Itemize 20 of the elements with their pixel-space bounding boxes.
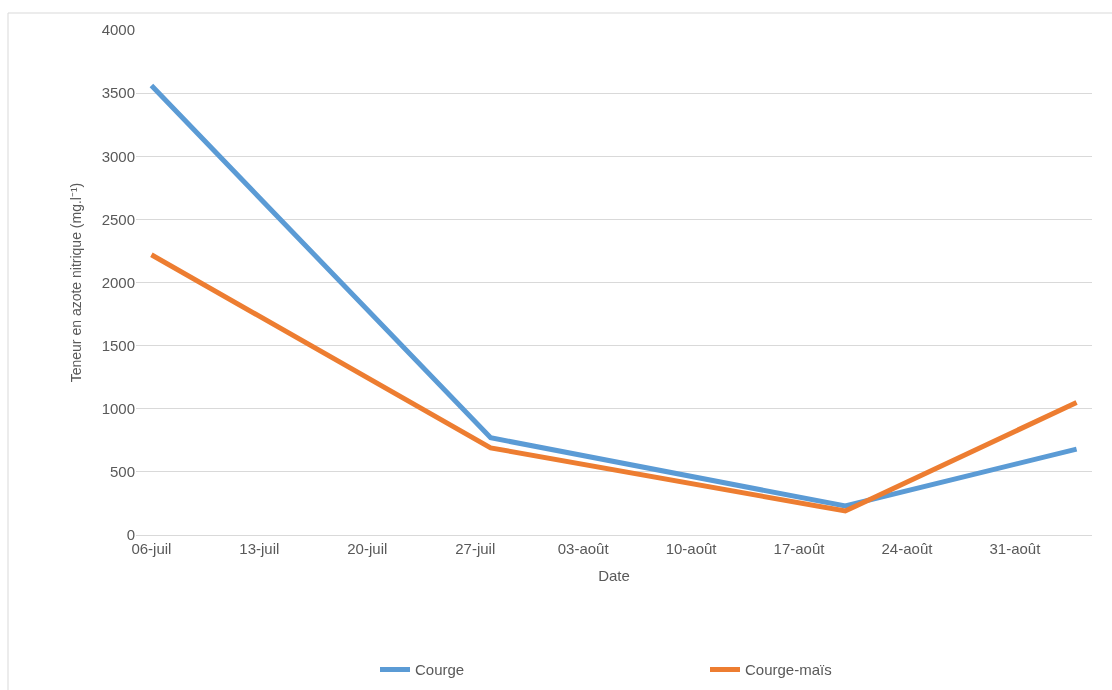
x-tick-label: 27-juil xyxy=(455,540,496,557)
y-tick-label: 2000 xyxy=(101,273,135,291)
y-tick-label: 1000 xyxy=(101,400,135,417)
y-axis-title: Teneur en azote nitrique (mg.l⁻¹) xyxy=(68,182,85,383)
y-tick-label: 2500 xyxy=(101,210,135,228)
x-tick-label: 13-juil xyxy=(239,540,280,557)
x-tick-label: 24-août xyxy=(881,540,934,557)
x-tick-label: 20-juil xyxy=(347,540,388,557)
legend-label: Courge-maïs xyxy=(745,661,832,679)
y-tick-label: 3500 xyxy=(101,84,135,102)
y-tick-label: 1500 xyxy=(101,336,135,354)
y-tick-label: 500 xyxy=(109,463,135,481)
x-tick-label: 31-août xyxy=(989,540,1042,557)
legend-label: Courge xyxy=(415,661,465,679)
x-tick-label: 17-août xyxy=(773,540,826,557)
x-tick-label: 10-août xyxy=(665,540,718,557)
y-tick-label: 4000 xyxy=(101,21,135,39)
x-axis-title: Date xyxy=(598,567,630,584)
y-tick-label: 3000 xyxy=(101,147,135,165)
x-tick-label: 03-août xyxy=(557,540,610,557)
